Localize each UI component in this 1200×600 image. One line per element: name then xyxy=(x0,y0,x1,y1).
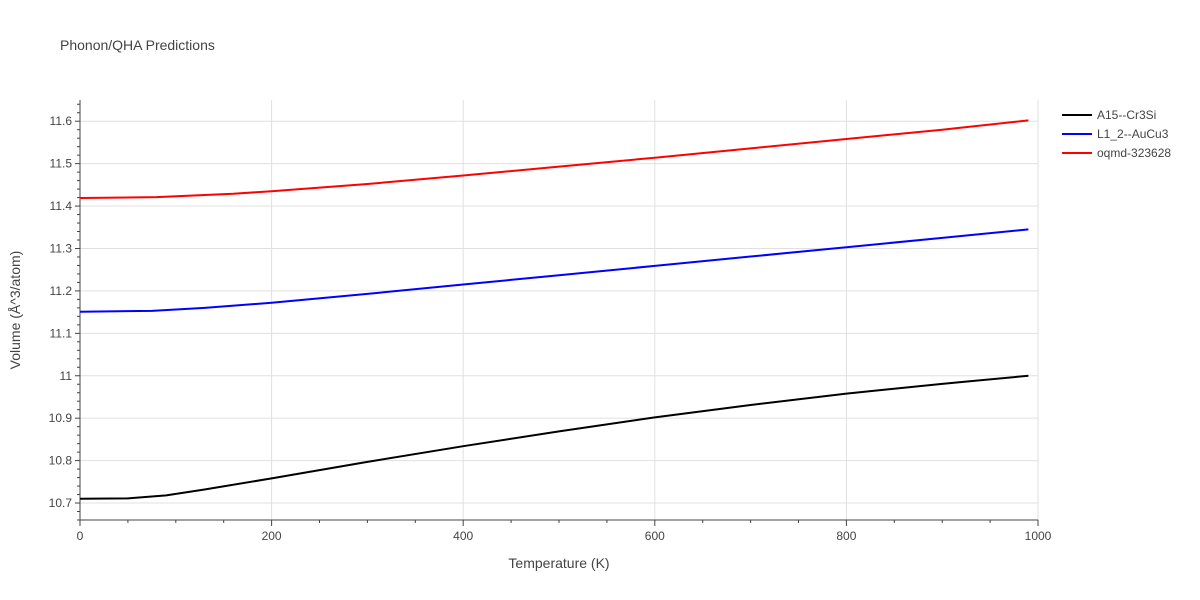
y-tick-label: 11.2 xyxy=(50,284,73,298)
y-tick-label: 11 xyxy=(60,369,73,383)
axes: 0 200 400 600 800 1000 10.7 10.8 10.9 11 11.1 11.2 1… xyxy=(49,100,1052,543)
x-tick-label: 400 xyxy=(453,529,473,543)
x-tick-label: 200 xyxy=(262,529,282,543)
series-lines xyxy=(79,119,1029,500)
x-tick-label: 1000 xyxy=(1025,529,1052,543)
y-tick-label: 11.4 xyxy=(50,199,73,213)
x-tick-label: 600 xyxy=(645,529,665,543)
legend-label: oqmd-323628 xyxy=(1097,146,1171,160)
x-tick-label: 800 xyxy=(836,529,856,543)
legend-item-2[interactable]: L1_2--AuCu3 xyxy=(1062,127,1169,141)
y-tick-label: 11.3 xyxy=(50,241,73,255)
y-axis-title: Volume (Å^3/atom) xyxy=(7,251,23,370)
legend[interactable]: A15--Cr3Si L1_2--AuCu3 oqmd-323628 xyxy=(1062,108,1171,160)
series-line-2 xyxy=(79,228,1029,313)
y-tick-label: 11.6 xyxy=(50,114,73,128)
x-tick-label: 0 xyxy=(77,529,84,543)
gridlines xyxy=(80,100,1039,520)
y-tick-label: 10.7 xyxy=(49,496,73,510)
y-tick-label: 11.5 xyxy=(50,157,73,171)
y-tick-label: 10.8 xyxy=(49,454,73,468)
y-tick-label: 11.1 xyxy=(50,326,73,340)
y-tick-label: 10.9 xyxy=(49,411,73,425)
chart-title: Phonon/QHA Predictions xyxy=(60,37,215,53)
series-line-1 xyxy=(79,374,1029,500)
legend-item-3[interactable]: oqmd-323628 xyxy=(1062,146,1171,160)
legend-label: A15--Cr3Si xyxy=(1097,108,1156,122)
series-line-3 xyxy=(79,119,1029,199)
legend-label: L1_2--AuCu3 xyxy=(1097,127,1169,141)
x-axis-title: Temperature (K) xyxy=(508,555,609,571)
legend-item-1[interactable]: A15--Cr3Si xyxy=(1062,108,1156,122)
